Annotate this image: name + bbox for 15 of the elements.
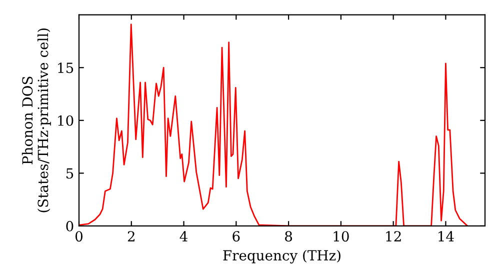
- y-axis-title: Phonon DOS (States/THz·primitive cell): [22, 28, 51, 212]
- x-tick-label: 6: [232, 231, 240, 242]
- x-tick-label: 10: [334, 231, 349, 242]
- x-tick-label: 2: [128, 231, 134, 242]
- y-tick-label: 10: [58, 115, 74, 126]
- x-tick-label: 14: [438, 231, 454, 242]
- x-tick-label: 8: [285, 231, 292, 242]
- y-tick-label: 5: [66, 168, 74, 179]
- x-tick-label: 4: [180, 231, 188, 242]
- y-tick-label: 15: [58, 62, 74, 74]
- y-tick-label: 0: [66, 220, 74, 232]
- line-series: [79, 24, 468, 226]
- x-tick-label: 12: [386, 231, 401, 242]
- x-axis-title: Frequency (THz): [223, 250, 340, 264]
- x-tick-label: 0: [75, 231, 82, 242]
